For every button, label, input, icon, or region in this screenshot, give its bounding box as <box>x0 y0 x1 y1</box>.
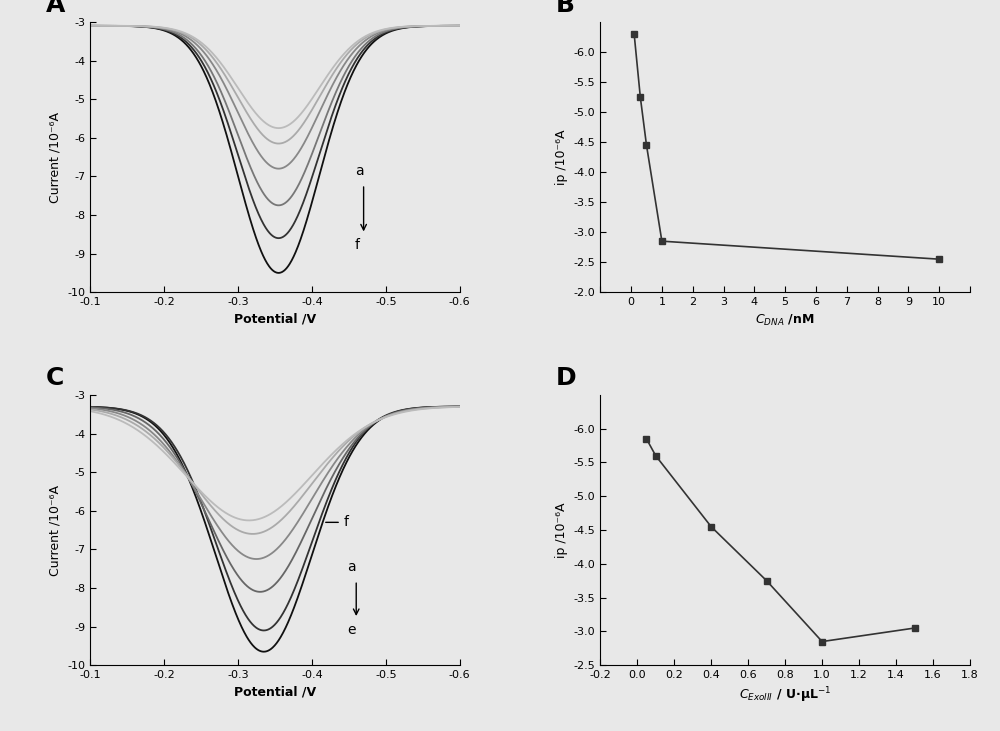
X-axis label: Potential /V: Potential /V <box>234 686 316 699</box>
Text: A: A <box>46 0 65 17</box>
Text: a: a <box>347 561 356 575</box>
Text: f: f <box>326 515 349 529</box>
Y-axis label: ip /10⁻⁶A: ip /10⁻⁶A <box>555 129 568 185</box>
Text: f: f <box>355 238 360 252</box>
Text: e: e <box>347 623 356 637</box>
X-axis label: $\mathit{C}_{ExoIII}$ / U·μL$^{-1}$: $\mathit{C}_{ExoIII}$ / U·μL$^{-1}$ <box>739 686 831 705</box>
Text: B: B <box>556 0 575 17</box>
Y-axis label: ip /10⁻⁶A: ip /10⁻⁶A <box>555 502 568 558</box>
X-axis label: $\mathit{C}_{DNA}$ /nM: $\mathit{C}_{DNA}$ /nM <box>755 313 815 327</box>
X-axis label: Potential /V: Potential /V <box>234 313 316 325</box>
Text: a: a <box>355 164 363 178</box>
Y-axis label: Current /10⁻⁶A: Current /10⁻⁶A <box>49 485 62 575</box>
Text: C: C <box>46 366 64 390</box>
Text: D: D <box>556 366 577 390</box>
Y-axis label: Current /10⁻⁶A: Current /10⁻⁶A <box>49 112 62 202</box>
